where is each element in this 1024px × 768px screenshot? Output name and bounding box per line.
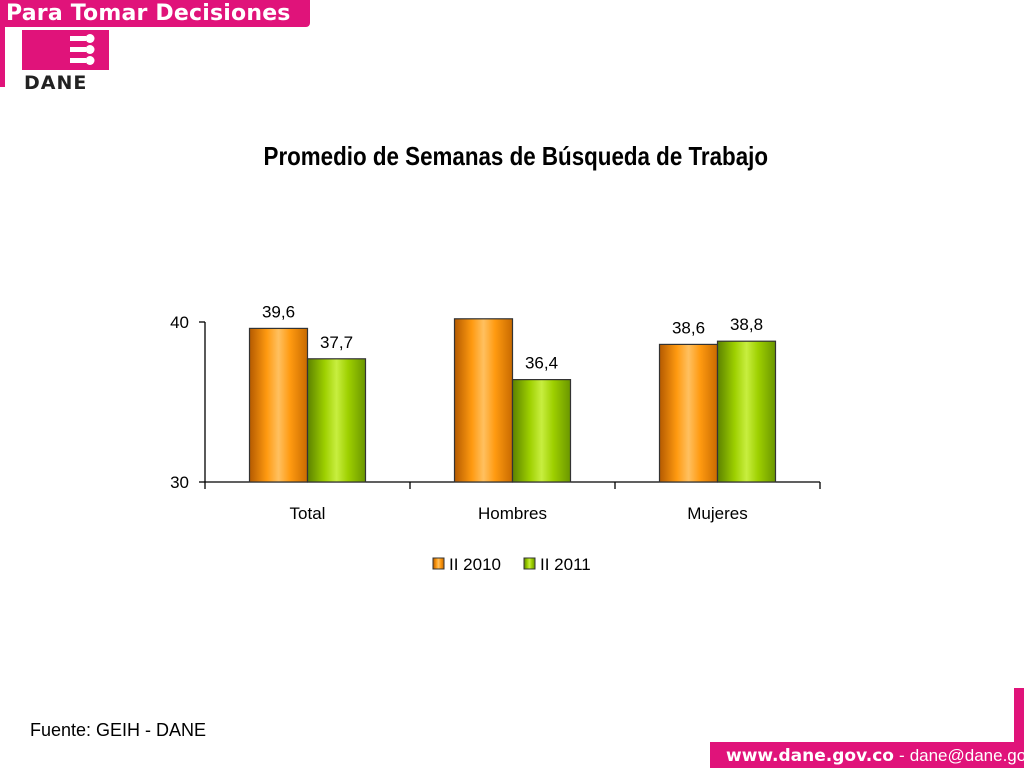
- legend-swatch: [523, 557, 536, 570]
- bar-ii-2011-mujeres: [716, 340, 777, 483]
- logo-text: DANE: [24, 72, 88, 94]
- data-label: 37,7: [320, 333, 353, 352]
- banner-text: Para Tomar Decisiones: [6, 1, 291, 26]
- bar-ii-2011-hombres: [511, 379, 572, 483]
- legend-swatch: [432, 557, 445, 570]
- data-label: 39,6: [262, 302, 295, 321]
- data-label: 38,8: [730, 315, 763, 334]
- data-label: 38,6: [672, 318, 705, 337]
- data-label: 36,4: [525, 354, 558, 373]
- bar-ii-2010-mujeres: [658, 343, 719, 483]
- x-tick-label: Mujeres: [687, 504, 747, 523]
- x-tick-label: Hombres: [478, 504, 547, 523]
- x-tick-label: Total: [290, 504, 326, 523]
- bar-ii-2011-total: [306, 358, 367, 483]
- header-banner: Para Tomar Decisiones: [0, 0, 310, 27]
- bar-ii-2010-total: [248, 327, 309, 483]
- footer-separator: -: [899, 746, 905, 765]
- footer-website[interactable]: www.dane.gov.co: [726, 746, 894, 766]
- y-tick-label: 40: [170, 313, 189, 332]
- dane-logo-icon: [22, 30, 109, 70]
- legend-label: II 2010: [449, 555, 501, 574]
- footer-accent-rule: [1014, 688, 1024, 748]
- footer-contact: www.dane.gov.co - dane@dane.gov.co: [726, 744, 1024, 767]
- legend-label: II 2011: [540, 555, 591, 574]
- source-note: Fuente: GEIH - DANE: [30, 720, 207, 740]
- footer-bar: [710, 742, 1024, 768]
- chart-title: Promedio de Semanas de Búsqueda de Traba…: [263, 141, 769, 171]
- bar-ii-2010-hombres: [453, 318, 514, 483]
- y-tick-label: 30: [170, 473, 189, 492]
- left-accent-rule: [0, 27, 5, 87]
- footer-email[interactable]: dane@dane.gov.co: [909, 746, 1024, 765]
